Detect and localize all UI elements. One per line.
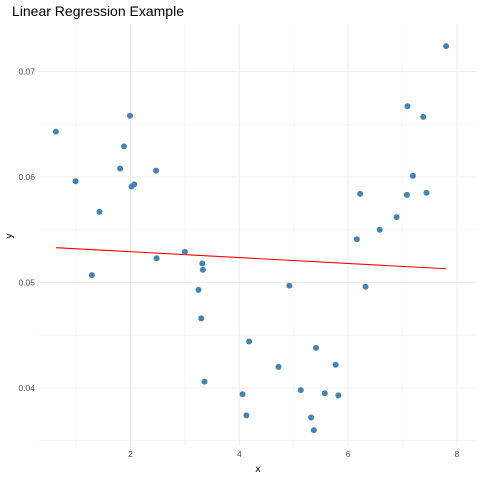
data-point — [199, 260, 206, 267]
data-point — [310, 427, 317, 434]
data-point — [246, 338, 253, 345]
data-point — [275, 363, 282, 370]
x-tick-label: 8 — [455, 449, 460, 459]
x-axis-label: x — [255, 463, 261, 475]
data-point — [362, 283, 369, 290]
y-tick-label: 0.06 — [18, 172, 35, 182]
data-point — [286, 282, 293, 289]
y-tick-label: 0.05 — [18, 277, 35, 287]
data-point — [357, 190, 364, 197]
y-axis-label: y — [3, 233, 15, 239]
data-point — [96, 208, 103, 215]
data-point — [321, 390, 328, 397]
data-point — [243, 412, 250, 419]
x-tick-labels: 2 4 6 8 — [128, 449, 459, 459]
data-point — [199, 266, 206, 273]
y-tick-label: 0.07 — [18, 66, 35, 76]
data-point — [52, 128, 59, 135]
data-point — [297, 387, 304, 394]
data-point — [404, 103, 411, 110]
data-point — [195, 286, 202, 293]
data-point — [126, 112, 133, 119]
data-point — [308, 414, 315, 421]
data-point — [120, 143, 127, 150]
y-tick-labels: 0.04 0.05 0.06 0.07 — [18, 66, 35, 393]
data-point — [335, 392, 342, 399]
data-point — [393, 214, 400, 221]
data-point — [353, 236, 360, 243]
data-point — [376, 226, 383, 233]
data-point — [423, 189, 430, 196]
y-tick-label: 0.04 — [18, 383, 35, 393]
data-point — [153, 255, 160, 262]
data-point — [332, 361, 339, 368]
data-point — [313, 344, 320, 351]
data-point — [88, 272, 95, 279]
x-tick-label: 6 — [346, 449, 351, 459]
x-tick-label: 4 — [237, 449, 242, 459]
scatter-points — [52, 43, 450, 434]
data-point — [131, 181, 138, 188]
data-point — [153, 167, 160, 174]
x-tick-label: 2 — [128, 449, 133, 459]
data-point — [403, 191, 410, 198]
data-point — [117, 165, 124, 172]
data-point — [239, 391, 246, 398]
data-point — [409, 172, 416, 179]
data-point — [72, 178, 79, 185]
gridlines — [38, 24, 476, 446]
data-point — [443, 43, 450, 50]
regression-line — [55, 247, 447, 270]
data-point — [181, 248, 188, 255]
chart-title: Linear Regression Example — [12, 3, 184, 19]
regression-line-group — [55, 247, 447, 270]
data-point — [420, 113, 427, 120]
data-point — [198, 315, 205, 322]
data-point — [201, 378, 208, 385]
